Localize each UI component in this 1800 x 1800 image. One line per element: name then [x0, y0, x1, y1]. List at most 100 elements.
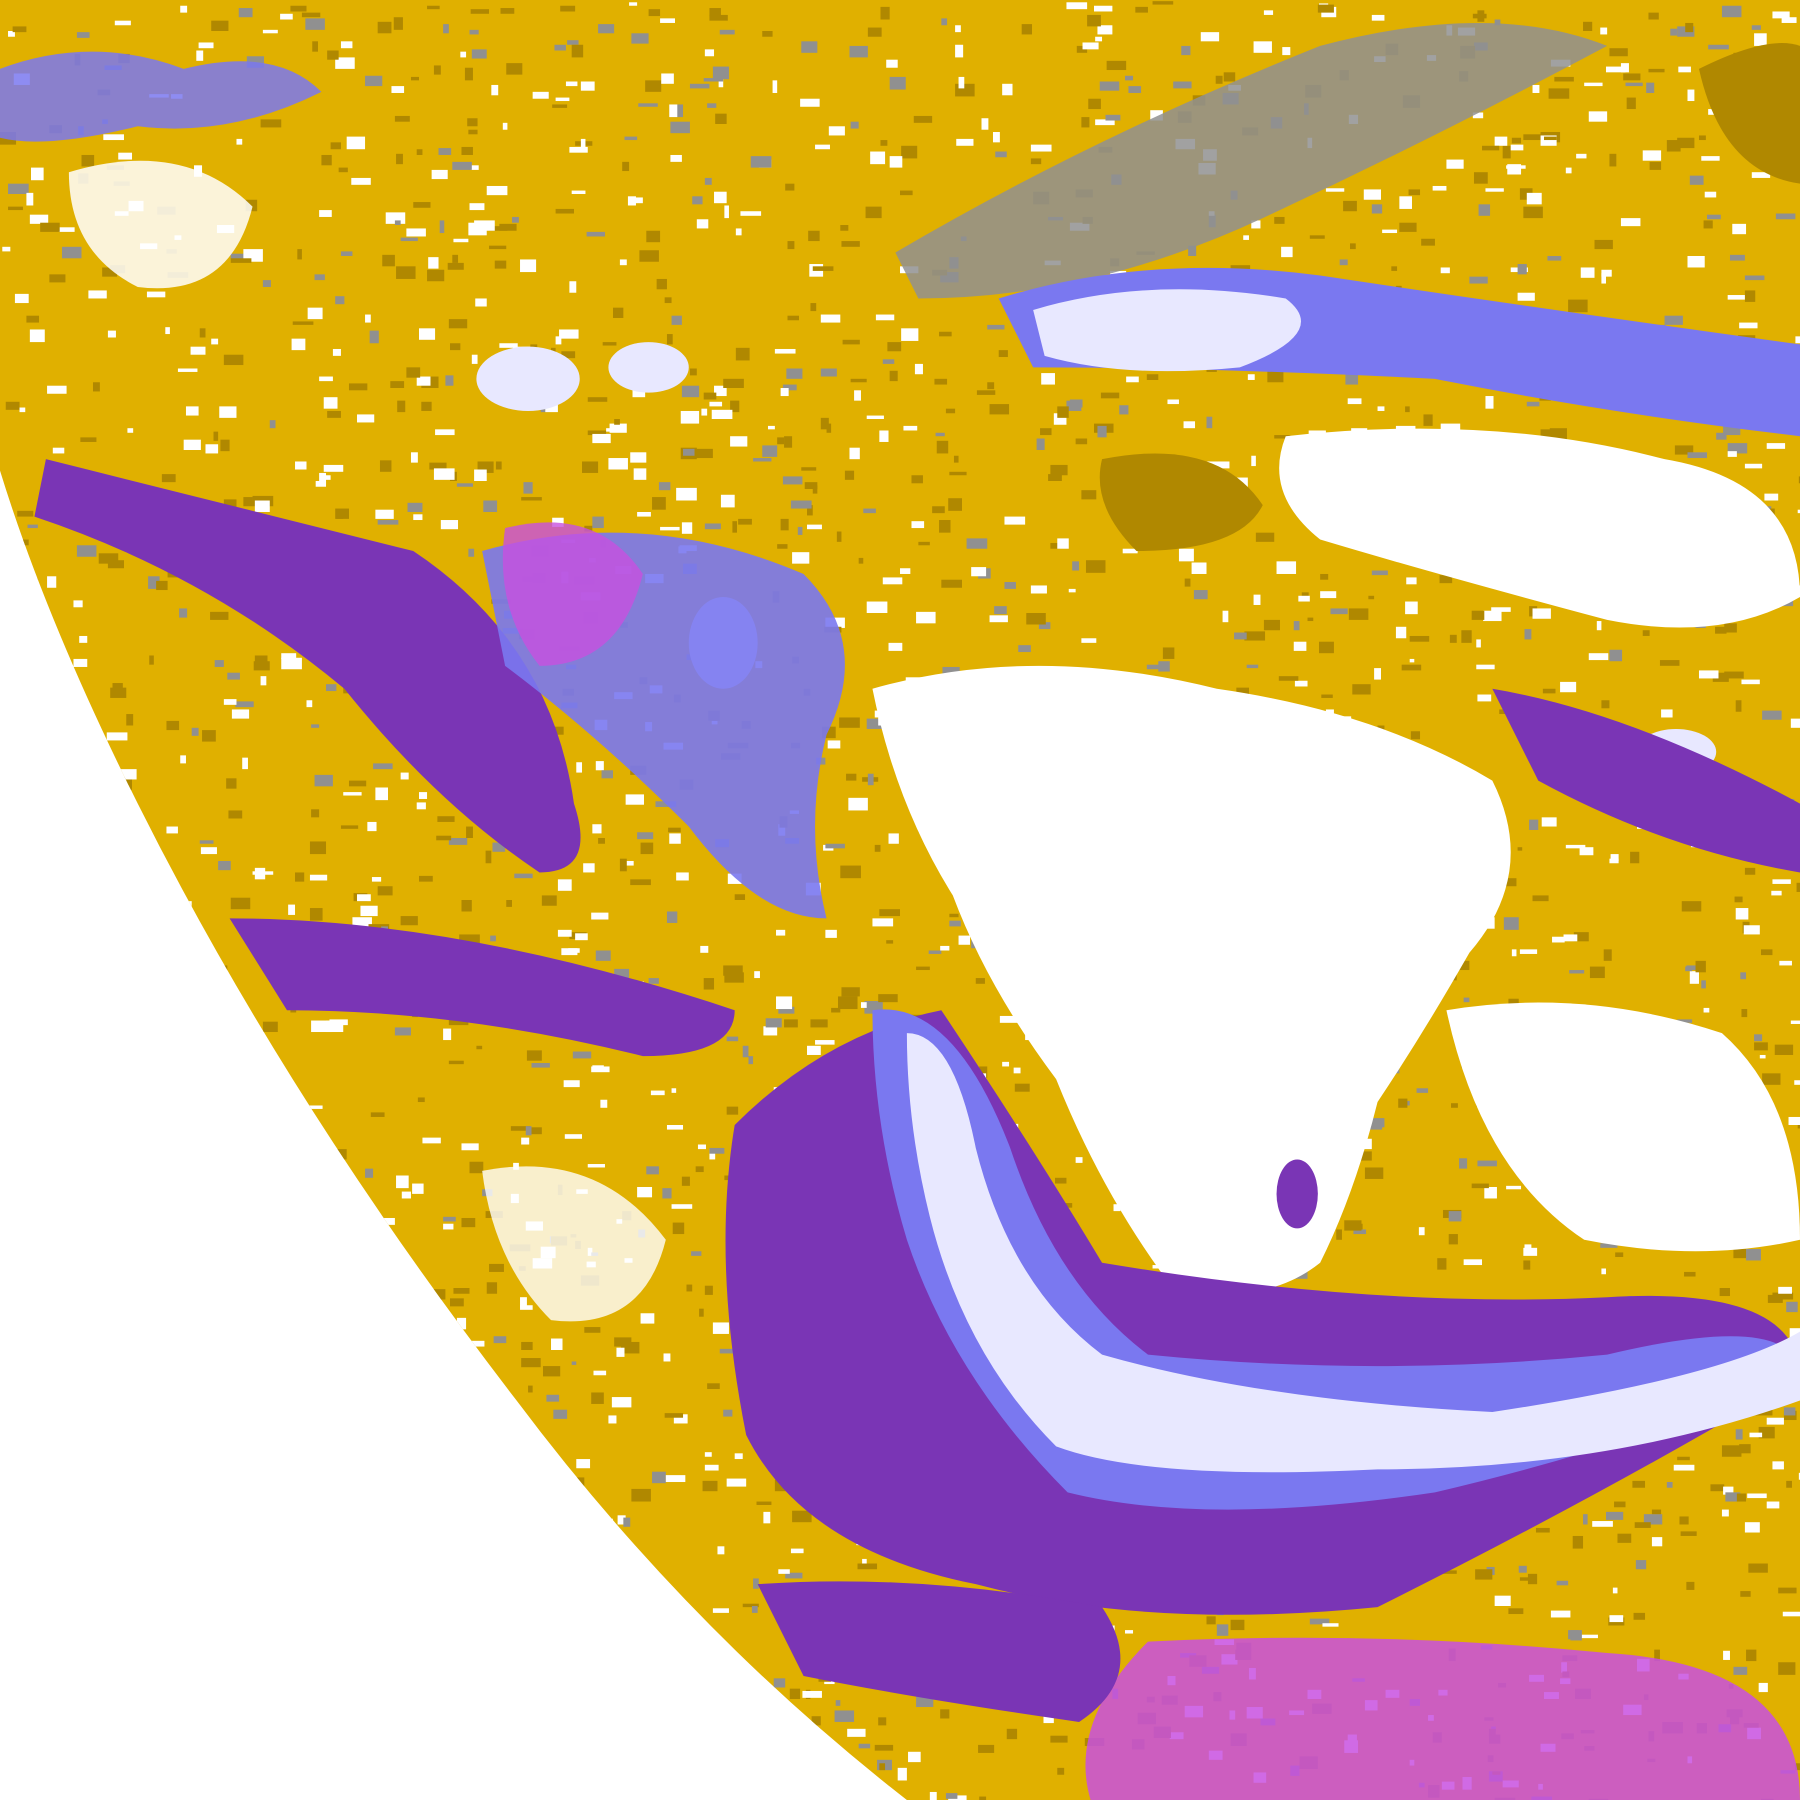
speckle: [254, 500, 270, 512]
speckle: [382, 254, 395, 267]
speckle: [1721, 1509, 1729, 1517]
speckle: [445, 375, 454, 386]
speckle: [699, 1308, 704, 1317]
speckle: [646, 1166, 659, 1175]
speckle: [1651, 1509, 1662, 1515]
speckle: [695, 1166, 704, 1173]
speckle: [1679, 1516, 1689, 1525]
speckle: [511, 216, 519, 223]
speckle: [1075, 438, 1088, 445]
speckle: [872, 918, 894, 927]
speckle: [396, 153, 403, 165]
speckle: [1643, 1514, 1663, 1525]
speckle: [936, 440, 949, 454]
speckle: [630, 795, 635, 803]
speckle: [844, 470, 855, 480]
speckle: [808, 230, 820, 242]
speckle: [940, 945, 950, 951]
speckle: [762, 445, 778, 457]
speckle: [704, 49, 715, 57]
speckle: [385, 212, 406, 224]
speckle: [669, 833, 681, 844]
speckle: [1708, 44, 1729, 50]
speckle: [340, 825, 359, 829]
speckle: [903, 425, 918, 431]
speckle: [1350, 243, 1356, 250]
speckle: [1594, 239, 1613, 250]
speckle: [614, 1337, 632, 1347]
speckle: [587, 1164, 605, 1168]
high-cloud-northwest: [0, 51, 322, 142]
speckle: [165, 327, 170, 335]
speckle: [1057, 406, 1069, 418]
speckle: [1057, 538, 1069, 549]
speckle: [365, 1168, 374, 1178]
speckle: [640, 842, 654, 855]
speckle: [1715, 626, 1727, 634]
speckle: [461, 146, 473, 155]
speckle: [1405, 406, 1410, 413]
speckle: [521, 1137, 530, 1145]
speckle: [555, 336, 562, 345]
speckle: [1600, 27, 1608, 35]
speckle: [595, 950, 611, 961]
speckle: [592, 516, 604, 529]
speckle: [719, 29, 735, 35]
speckle: [866, 415, 884, 420]
speckle: [1764, 493, 1779, 501]
speckle: [1461, 630, 1472, 643]
speckle: [637, 511, 651, 517]
speckle: [1244, 631, 1266, 641]
speckle: [1308, 430, 1326, 434]
speckle: [1758, 1682, 1768, 1693]
speckle: [1794, 1080, 1800, 1085]
speckle: [773, 1678, 786, 1688]
speckle: [1588, 111, 1608, 122]
speckle: [227, 672, 240, 680]
speckle: [428, 257, 439, 269]
speckle: [1146, 664, 1162, 670]
speckle: [683, 448, 696, 456]
speckle: [1446, 159, 1464, 169]
speckle: [1798, 1472, 1800, 1480]
speckle: [953, 455, 959, 463]
speckle: [305, 18, 325, 30]
speckle: [1677, 137, 1695, 149]
speckle: [1651, 1537, 1663, 1547]
speckle: [417, 1097, 425, 1103]
speckle: [734, 894, 746, 900]
speckle: [281, 653, 297, 659]
speckle: [1544, 136, 1557, 141]
speckle: [1625, 82, 1643, 87]
speckle: [727, 873, 742, 884]
speckle: [1795, 336, 1800, 344]
speckle: [438, 148, 452, 155]
speckle: [901, 328, 919, 341]
speckle: [1748, 1563, 1768, 1573]
speckle: [1478, 204, 1491, 216]
speckle: [611, 1397, 632, 1408]
speckle: [452, 161, 472, 170]
speckle: [726, 1106, 739, 1115]
speckle: [676, 872, 689, 881]
speckle: [1670, 28, 1678, 36]
speckle: [998, 350, 1008, 358]
speckle: [1150, 110, 1163, 121]
speckle: [1191, 562, 1207, 574]
speckle: [1036, 438, 1045, 450]
speckle: [1605, 1511, 1624, 1520]
speckle: [491, 84, 499, 96]
speckle: [1253, 594, 1261, 605]
speckle: [400, 237, 418, 242]
speckle: [742, 1603, 759, 1608]
speckle: [1778, 1662, 1796, 1675]
speckle: [214, 660, 224, 667]
speckle: [1449, 634, 1457, 643]
speckle: [1704, 191, 1717, 198]
speckle: [1368, 595, 1375, 600]
speckle: [448, 319, 468, 329]
speckle: [1772, 1461, 1784, 1470]
speckle: [940, 1709, 950, 1719]
cirrus-band-east: [1492, 688, 1800, 873]
